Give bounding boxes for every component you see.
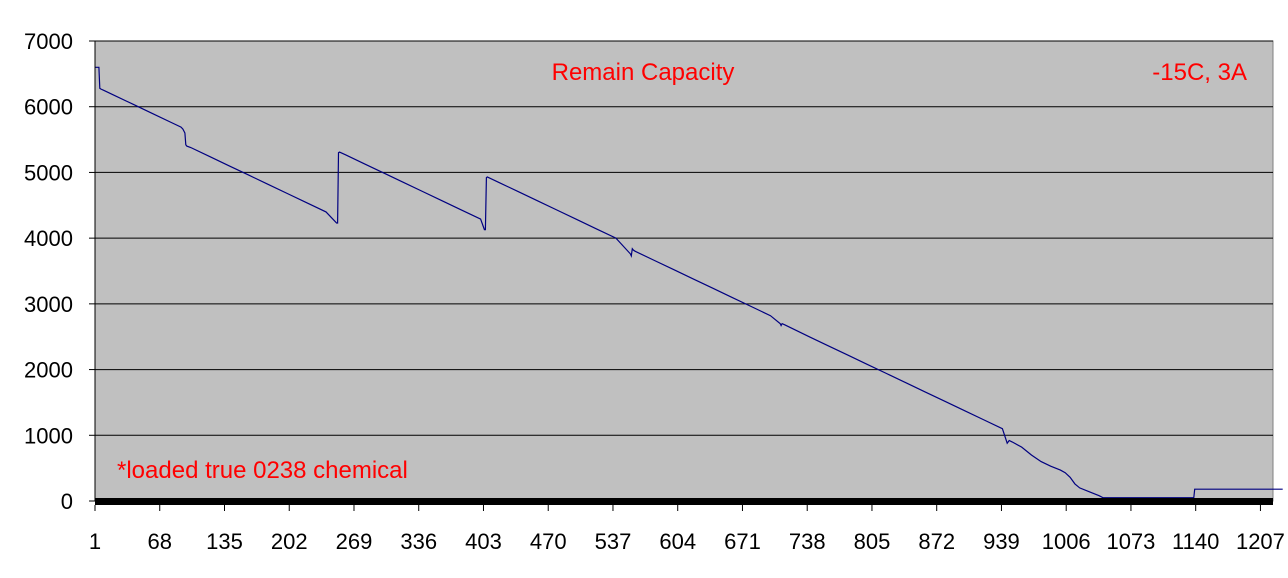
y-tick-label: 6000 <box>24 95 73 120</box>
gridlines-group <box>95 40 1273 436</box>
y-tick-label: 3000 <box>24 292 73 317</box>
plot-area <box>94 40 1274 502</box>
x-tick-label: 1006 <box>1042 529 1091 554</box>
x-tick-label: 939 <box>983 529 1020 554</box>
x-tick-label: 805 <box>854 529 891 554</box>
annotations-group: Remain Capacity -15C, 3A *loaded true 02… <box>117 59 1247 484</box>
y-tick-label: 4000 <box>24 226 73 251</box>
x-tick-label: 336 <box>400 529 437 554</box>
x-tick-label: 269 <box>336 529 373 554</box>
x-tick-label: 872 <box>918 529 955 554</box>
chart-title: Remain Capacity <box>552 59 735 86</box>
x-tick-label: 1 <box>89 529 101 554</box>
x-axis-baseline <box>95 498 1273 505</box>
x-tick-label: 202 <box>271 529 308 554</box>
y-tick-label: 1000 <box>24 423 73 448</box>
x-tick-label: 537 <box>595 529 632 554</box>
x-tick-label: 604 <box>659 529 696 554</box>
plot-area-group <box>94 40 1274 502</box>
x-tick-label: 671 <box>724 529 761 554</box>
y-tick-label: 7000 <box>24 29 73 54</box>
x-tick-label: 135 <box>206 529 243 554</box>
series-group <box>95 66 1283 499</box>
chart-subtitle: -15C, 3A <box>1152 59 1247 86</box>
chart-annotation: *loaded true 0238 chemical <box>117 457 408 484</box>
x-tick-label: 403 <box>465 529 502 554</box>
x-tick-label: 470 <box>530 529 567 554</box>
y-tick-label: 0 <box>61 489 73 514</box>
y-tick-label: 5000 <box>24 160 73 185</box>
x-tick-label: 1140 <box>1172 529 1219 554</box>
x-tick-label: 68 <box>148 529 172 554</box>
x-tick-label: 738 <box>789 529 826 554</box>
y-tick-label: 2000 <box>24 358 73 383</box>
series-line <box>95 66 1283 499</box>
x-tick-label: 1073 <box>1106 529 1155 554</box>
x-tick-label: 1207 <box>1236 529 1285 554</box>
axes-group: 0 1000 2000 3000 4000 5000 6000 7000 1 68 135 202 26… <box>24 29 1285 554</box>
